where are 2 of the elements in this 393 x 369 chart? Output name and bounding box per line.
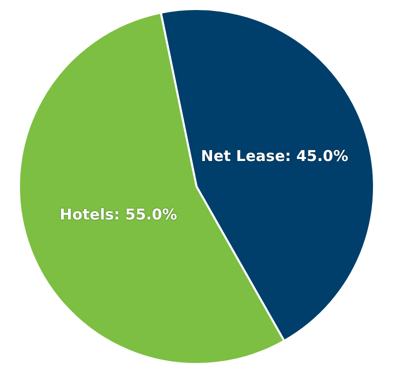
slice-label: Hotels: 55.0% <box>60 206 178 224</box>
slice-label: Net Lease: 45.0% <box>200 147 348 166</box>
